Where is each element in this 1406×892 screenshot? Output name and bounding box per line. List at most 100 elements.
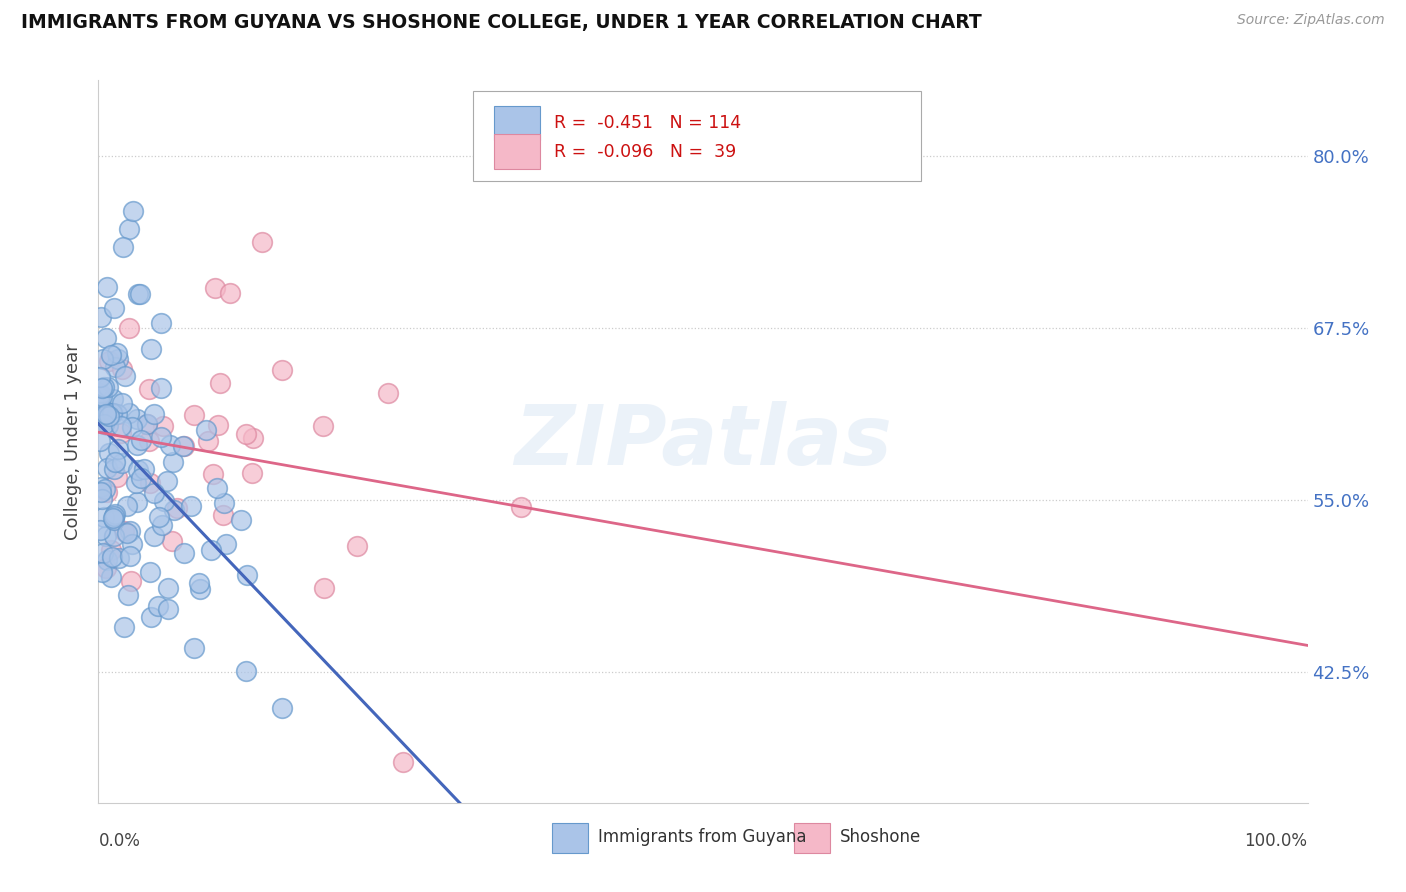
Point [125,475,148,490]
Point [510,500,533,514]
Point [240,466,263,480]
Point [101,392,124,407]
Text: 100.0%: 100.0% [1244,831,1308,850]
Point [142,407,165,421]
Point [139,610,162,624]
Point [215,536,238,550]
Point [103,513,125,527]
Point [235,426,257,441]
Point [115,525,138,540]
Point [197,434,219,449]
Point [172,438,194,452]
Point [195,423,218,437]
Point [91,352,114,367]
Point [121,420,143,434]
Point [138,383,160,397]
Point [103,462,125,476]
Point [105,469,128,483]
Point [91,565,114,579]
Point [114,368,136,383]
FancyBboxPatch shape [474,91,921,181]
Point [100,348,122,362]
Point [157,602,180,616]
Point [104,508,127,522]
Point [93,414,115,428]
Point [90,491,112,506]
Point [96,461,118,475]
Point [89,523,111,537]
Point [90,310,112,325]
Point [111,456,134,470]
Point [105,407,128,421]
Point [141,343,163,357]
Point [122,203,145,218]
Point [235,568,257,582]
Point [377,386,399,401]
Point [118,222,141,236]
Point [94,407,117,421]
Point [149,430,172,444]
Point [103,509,125,524]
Point [96,552,118,566]
Text: Source: ZipAtlas.com: Source: ZipAtlas.com [1237,13,1385,28]
Point [271,362,294,376]
Point [312,419,335,434]
Point [90,389,112,403]
Point [90,484,112,499]
Point [112,524,135,539]
Point [235,664,257,678]
Point [105,346,128,360]
Point [173,546,195,560]
Point [110,426,132,441]
Point [89,404,111,418]
Point [156,474,179,488]
Point [127,286,149,301]
Point [94,403,117,417]
Point [143,528,166,542]
Text: Shoshone: Shoshone [839,828,921,846]
Point [97,380,120,394]
Point [183,409,205,423]
Text: ZIPatlas: ZIPatlas [515,401,891,482]
Point [139,565,162,579]
Point [204,281,226,295]
Text: R =  -0.096   N =  39: R = -0.096 N = 39 [554,143,737,161]
Point [346,539,368,553]
Point [188,575,211,590]
Point [107,442,129,457]
Point [131,433,153,447]
Point [101,511,124,525]
Point [96,405,118,419]
Point [125,411,148,425]
Point [97,406,120,420]
Point [97,354,120,368]
Point [104,455,127,469]
Point [152,418,174,433]
Point [103,301,125,316]
Point [127,463,149,477]
Point [242,431,264,445]
Point [100,570,122,584]
Point [101,406,124,420]
Point [89,434,111,448]
Text: IMMIGRANTS FROM GUYANA VS SHOSHONE COLLEGE, UNDER 1 YEAR CORRELATION CHART: IMMIGRANTS FROM GUYANA VS SHOSHONE COLLE… [21,13,981,32]
Point [180,499,202,513]
Point [93,509,115,524]
Point [138,475,160,490]
Point [111,362,134,376]
Point [101,406,124,420]
Point [89,386,111,401]
Point [96,279,118,293]
Point [146,599,169,614]
Text: 0.0%: 0.0% [98,831,141,850]
Point [89,391,111,405]
Point [201,467,224,482]
Point [97,446,120,460]
Point [111,396,134,410]
Point [112,620,135,634]
Point [142,486,165,500]
Point [100,543,122,558]
Point [160,533,183,548]
Point [101,549,124,564]
Point [166,501,188,516]
